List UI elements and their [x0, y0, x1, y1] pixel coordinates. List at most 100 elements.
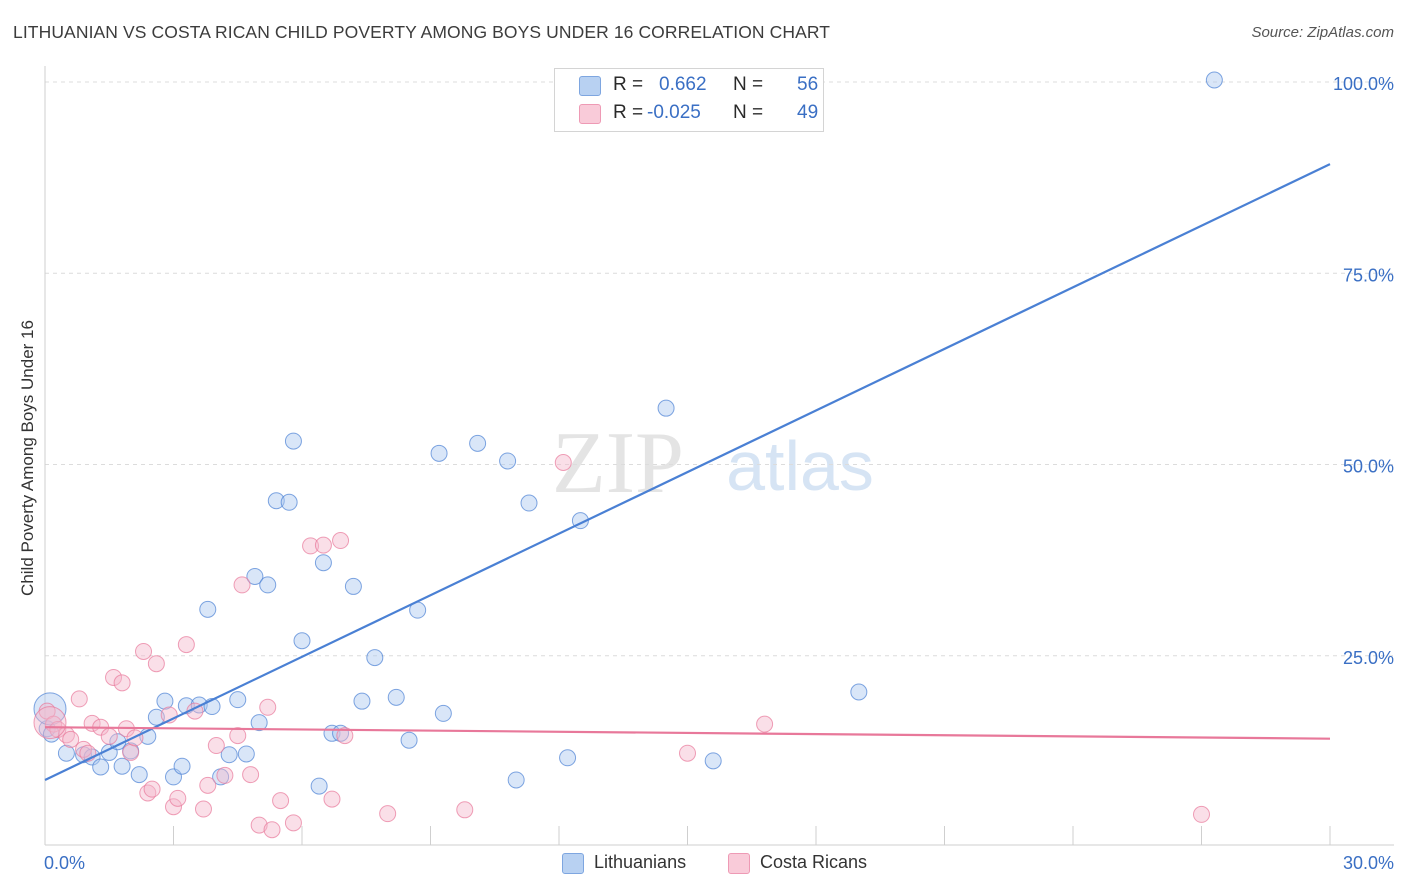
lithuanian-point: [293, 632, 311, 650]
lithuanian-point: [499, 452, 517, 470]
costa-rican-point: [135, 642, 153, 660]
legend-r-label: R =: [613, 74, 644, 95]
grid: [45, 81, 1394, 657]
costa-rican-point: [169, 789, 187, 807]
lithuanian-point: [1205, 71, 1223, 89]
legend-n-value: 49: [797, 102, 819, 123]
lithuanian-point: [220, 746, 238, 764]
watermark-atlas: atlas: [726, 427, 874, 505]
costa-rican-point: [323, 790, 341, 808]
costa-rican-point: [143, 780, 161, 798]
costa-rican-point: [70, 690, 88, 708]
legend-n-value: 56: [797, 74, 819, 95]
legend-swatch-blue: [579, 76, 601, 96]
lithuanian-point: [147, 708, 165, 726]
lithuanian-point: [229, 691, 247, 709]
costa-rican-point: [233, 576, 251, 594]
costa-rican-point: [1193, 805, 1210, 823]
lithuanian-point: [267, 492, 285, 510]
costa-rican-point: [756, 715, 774, 733]
y-tick-label: 75.0%: [1343, 265, 1394, 285]
costa-rican-point: [250, 816, 268, 834]
y-tick-label: 25.0%: [1343, 648, 1394, 668]
lithuanian-point: [310, 777, 328, 795]
watermark: ZIP atlas: [552, 415, 874, 512]
source-label: Source: ZipAtlas.com: [1251, 24, 1394, 41]
x-tick-label: 0.0%: [44, 853, 85, 873]
costa-rican-trend-line: [44, 726, 1331, 740]
bottom-legend-label: Costa Ricans: [760, 852, 868, 872]
costa-rican-point: [100, 727, 118, 745]
lithuanian-point: [400, 731, 418, 749]
legend-r-value: 0.662: [659, 74, 707, 95]
costa-rican-point: [165, 798, 182, 816]
legend-n-label: N =: [733, 102, 764, 123]
lithuanian-trend-line: [44, 163, 1331, 781]
lithuanian-point: [246, 567, 264, 585]
costa-rican-point: [33, 706, 67, 740]
trend-lines: [44, 163, 1331, 781]
costa-rican-point: [147, 655, 165, 673]
lithuanian-point: [704, 752, 722, 770]
lithuanian-point: [237, 745, 255, 763]
lithuanian-point: [113, 757, 131, 775]
costa-rican-point: [263, 821, 281, 839]
watermark-zip: ZIP: [552, 415, 684, 512]
lithuanian-point: [280, 493, 298, 511]
lithuanian-point: [259, 576, 277, 594]
costa-rican-point: [679, 744, 696, 762]
lithuanian-point: [353, 692, 371, 710]
legend-r-label: R =: [613, 102, 644, 123]
costa-rican-point: [259, 698, 277, 716]
costa-rican-point: [336, 727, 354, 745]
y-tick-label: 100.0%: [1333, 74, 1394, 94]
costa-rican-point: [314, 536, 332, 554]
x-tick-label: 30.0%: [1343, 853, 1394, 873]
lithuanian-point: [430, 444, 448, 462]
lithuanian-point: [344, 577, 362, 595]
costa-rican-point: [302, 537, 320, 555]
legend-swatch-pink: [728, 853, 750, 874]
costa-rican-point: [194, 800, 212, 818]
lithuanian-point: [850, 683, 868, 701]
lithuanian-point: [469, 434, 487, 452]
costa-rican-point: [105, 668, 123, 686]
chart-title: LITHUANIAN VS COSTA RICAN CHILD POVERTY …: [13, 22, 831, 42]
lithuanian-point: [314, 554, 332, 572]
bottom-legend-label: Lithuanians: [594, 852, 687, 872]
legend-swatch-blue: [562, 853, 584, 874]
lithuanian-point: [173, 757, 191, 775]
lithuanian-point: [520, 494, 538, 512]
costa-rican-point: [122, 743, 140, 761]
costa-rican-point: [284, 814, 302, 832]
y-axis-label: Child Poverty Among Boys Under 16: [18, 320, 37, 596]
lithuanian-point: [559, 749, 577, 767]
axes: [44, 66, 1394, 846]
legend-swatch-pink: [579, 104, 601, 124]
legend-n-label: N =: [733, 74, 764, 95]
costa-rican-point: [554, 454, 572, 471]
costa-rican-point: [379, 805, 397, 823]
costa-rican-point: [113, 674, 131, 692]
tick-labels: 25.0% 50.0% 75.0% 100.0% 0.0% 30.0%: [44, 74, 1394, 873]
costa-rican-point: [332, 532, 350, 550]
costa-rican-point: [62, 730, 80, 748]
lithuanian-point: [250, 714, 268, 732]
lithuanian-point: [387, 688, 405, 706]
costa-rican-point: [456, 801, 474, 819]
costa-rican-point: [272, 792, 290, 810]
lithuanian-point: [434, 704, 452, 722]
lithuanian-point: [199, 600, 217, 618]
legend: R = 0.662 N = 56 R = -0.025 N = 49: [554, 68, 824, 132]
lithuanian-point: [92, 758, 110, 776]
costa-rican-point: [242, 766, 260, 784]
lithuanian-point: [130, 766, 148, 784]
lithuanian-point: [657, 399, 675, 417]
y-tick-label: 50.0%: [1343, 457, 1394, 477]
lithuanian-point: [57, 744, 75, 762]
costa-rican-point: [199, 776, 217, 794]
costa-rican-point: [229, 727, 247, 745]
costa-rican-point: [177, 636, 195, 654]
lithuanian-point: [366, 649, 384, 667]
